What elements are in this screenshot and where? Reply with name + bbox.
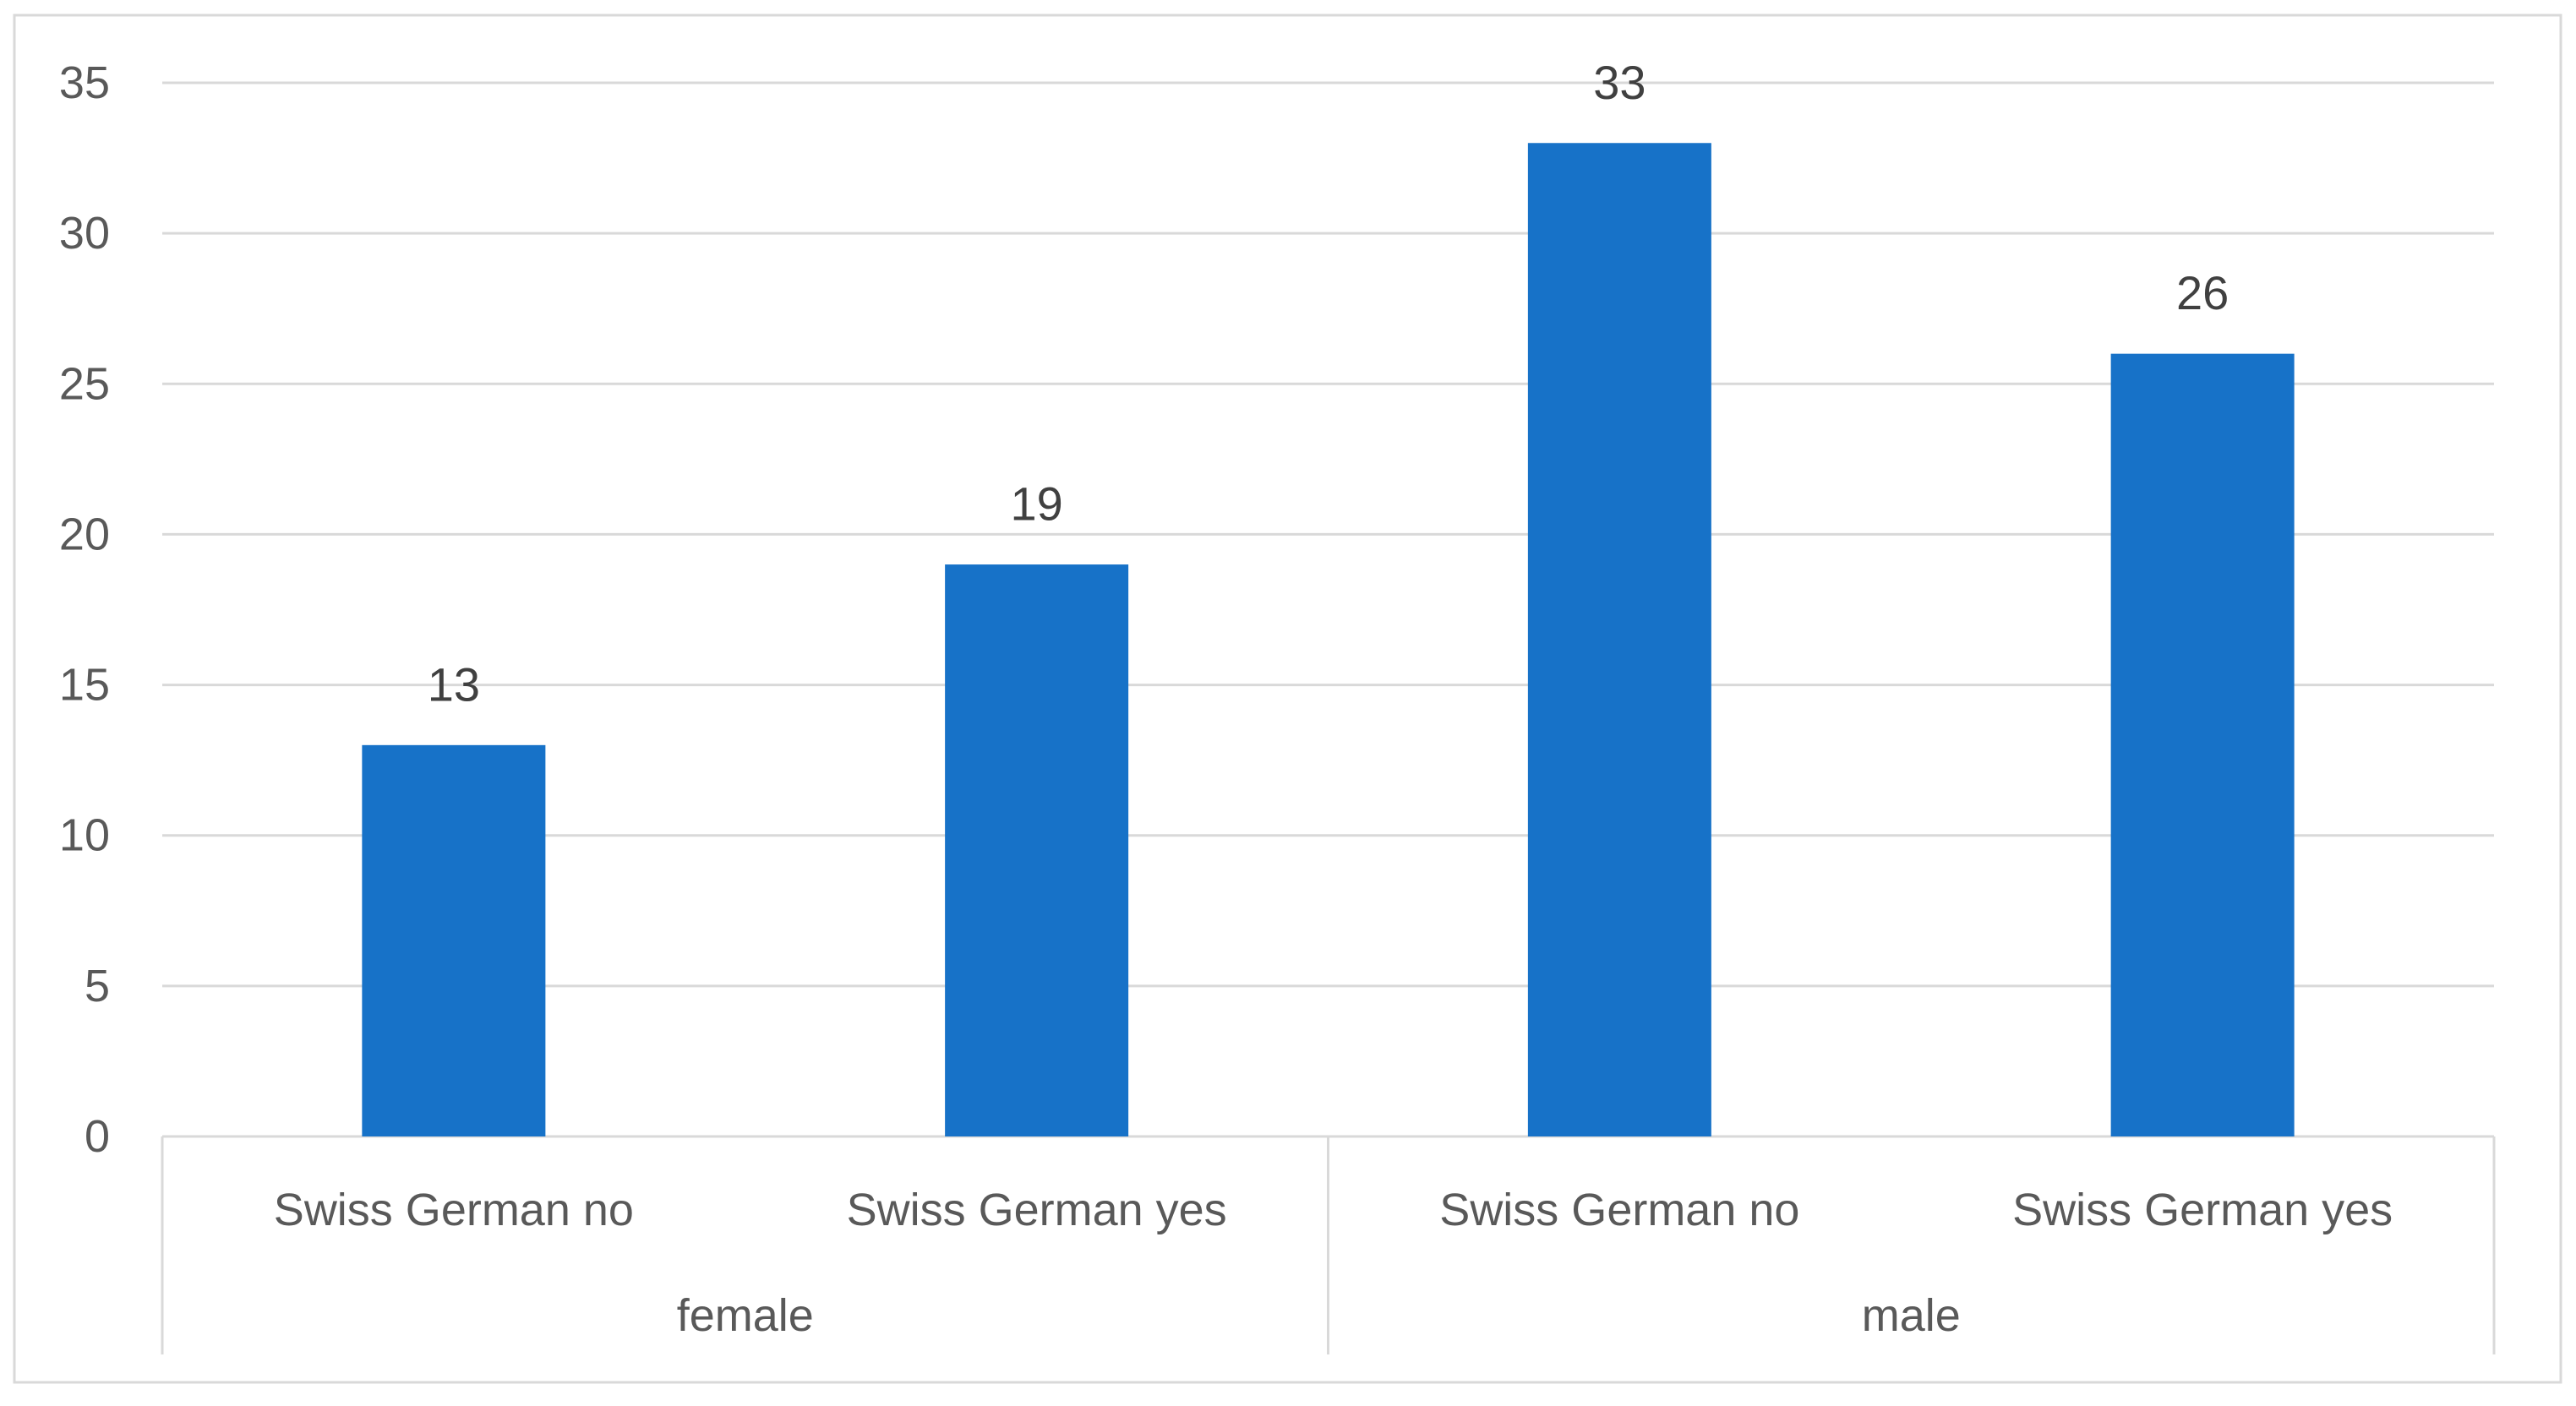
data-label: 33 [1593, 56, 1645, 109]
category-label: Swiss German no [1439, 1185, 1799, 1235]
y-tick-label: 0 [85, 1111, 110, 1162]
y-tick-label: 30 [59, 208, 110, 259]
data-label: 19 [1010, 477, 1062, 531]
category-label: Swiss German no [274, 1185, 634, 1235]
y-tick-label: 25 [59, 358, 110, 409]
category-label: Swiss German yes [847, 1185, 1227, 1235]
y-tick-label: 5 [85, 961, 110, 1011]
data-label: 26 [2176, 266, 2229, 319]
bar-swiss-german-no[interactable] [362, 744, 546, 1136]
y-tick-label: 20 [59, 509, 110, 559]
y-tick-label: 15 [59, 660, 110, 711]
bar-swiss-german-no[interactable] [1527, 143, 1711, 1137]
bar-swiss-german-yes[interactable] [945, 564, 1129, 1136]
data-label: 13 [428, 657, 480, 711]
group-label: male [1862, 1290, 1961, 1341]
bar-swiss-german-yes[interactable] [2110, 353, 2295, 1137]
y-tick-label: 35 [59, 57, 110, 108]
group-label: female [677, 1290, 814, 1341]
y-tick-label: 10 [59, 810, 110, 861]
category-label: Swiss German yes [2012, 1185, 2393, 1235]
